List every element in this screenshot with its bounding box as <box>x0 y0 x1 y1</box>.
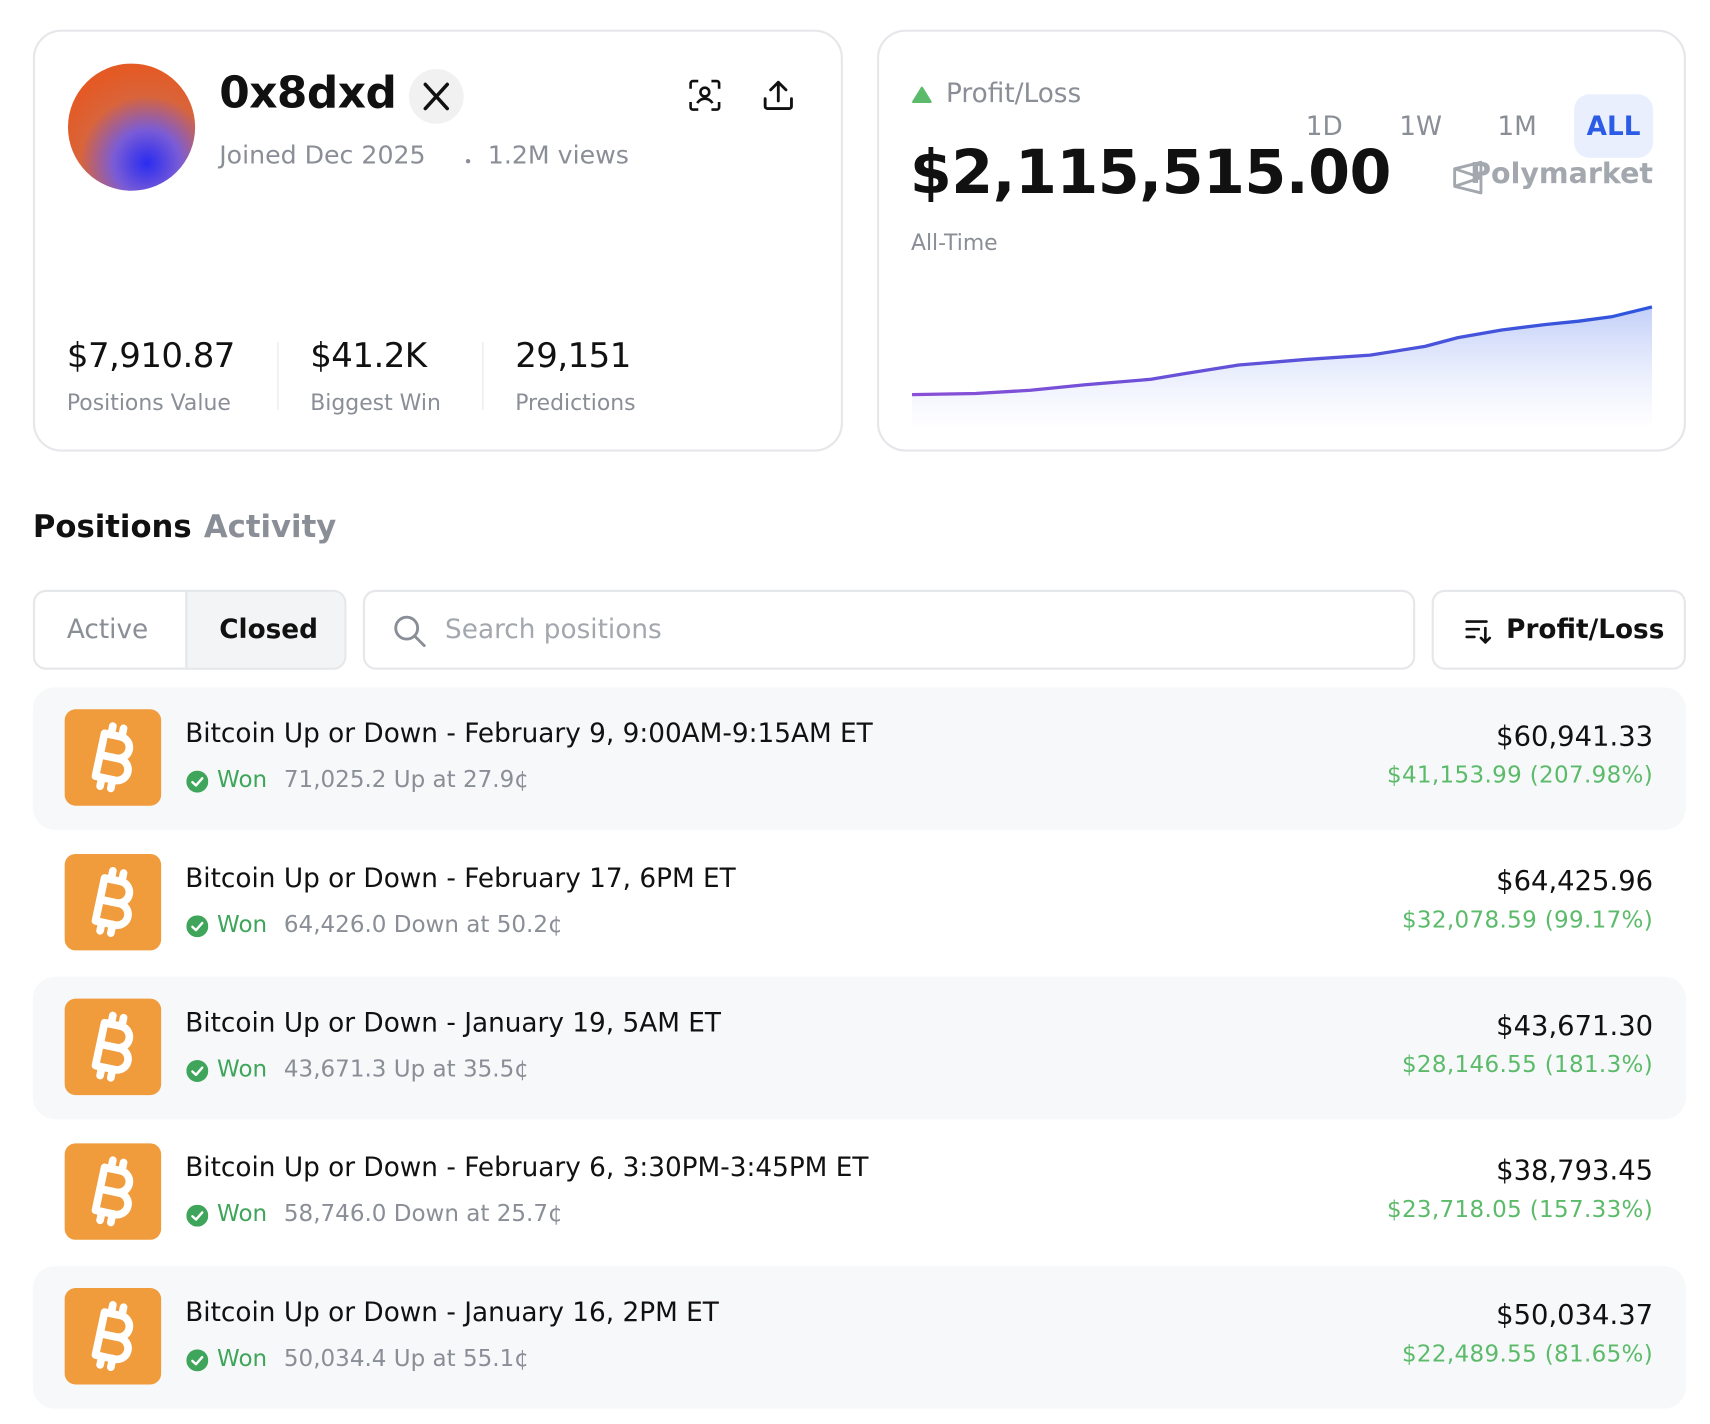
won-icon <box>186 1204 209 1227</box>
joined: Joined Dec 2025 <box>219 141 426 170</box>
tab[interactable]: Positions <box>32 508 192 545</box>
position-status: Won <box>217 1345 268 1372</box>
period-tab[interactable]: 1M <box>1497 110 1537 142</box>
position-row[interactable]: Bitcoin Up or Down - January 19, 5AM ET W… <box>32 976 1686 1120</box>
position-pnl: $22,489.55 (81.65%) <box>1401 1340 1654 1367</box>
position-pnl: $41,153.99 (207.98%) <box>1386 761 1654 789</box>
bitcoin-icon <box>64 1143 162 1240</box>
won-icon <box>186 1060 209 1082</box>
position-value: $50,034.37 <box>1496 1298 1654 1331</box>
won-icon <box>186 770 209 793</box>
pnl-sparkline <box>912 305 1653 431</box>
position-pnl: $32,078.59 (99.17%) <box>1401 906 1654 933</box>
won-icon <box>186 1349 209 1372</box>
position-status: Won <box>217 1200 268 1227</box>
pnl-card: Profit/Loss 1D 1W 1M ALL $2,115,515.00 Poly… <box>876 29 1686 452</box>
search-placeholder: Search positions <box>445 613 662 645</box>
filter[interactable]: Closed <box>219 613 318 645</box>
sort-button[interactable]: Profit/Loss <box>1431 589 1686 670</box>
position-title: Bitcoin Up or Down - January 16, 2PM ET <box>185 1296 719 1328</box>
position-detail: 43,671.3 Up at 35.5¢ <box>283 1055 529 1082</box>
position-value: $64,425.96 <box>1496 864 1654 897</box>
pnl-label: Profit/Loss <box>946 77 1082 109</box>
position-value: $38,793.45 <box>1496 1154 1654 1187</box>
up-triangle <box>912 86 932 104</box>
separator-dot <box>465 158 471 164</box>
search-icon <box>394 615 426 648</box>
won-icon <box>186 915 209 938</box>
position-value: $60,941.33 <box>1496 720 1654 752</box>
position-pnl: $23,718.05 (157.33%) <box>1386 1195 1654 1223</box>
bitcoin-icon <box>64 853 162 951</box>
position-status: Won <box>217 1055 268 1082</box>
bitcoin-icon <box>64 1288 162 1385</box>
bitcoin-icon <box>64 709 162 806</box>
profile-card: 0x8dxd Joined Dec 2025 1.2M views $7,910… <box>32 29 843 452</box>
bitcoin-icon <box>64 998 162 1096</box>
polymarket-logo <box>1453 160 1483 195</box>
position-value: $43,671.30 <box>1496 1009 1654 1042</box>
username: 0x8dxd <box>219 67 397 119</box>
position-pnl: $28,146.55 (181.3%) <box>1401 1051 1654 1078</box>
x-link[interactable] <box>408 68 465 125</box>
position-title: Bitcoin Up or Down - February 9, 9:00AM-… <box>185 718 873 749</box>
search-box[interactable]: Search positions <box>362 589 1416 670</box>
position-row[interactable]: Bitcoin Up or Down - February 9, 9:00AM-… <box>32 687 1686 830</box>
range-label: All-Time <box>910 229 998 256</box>
position-detail: 58,746.0 Down at 25.7¢ <box>283 1200 563 1227</box>
position-title: Bitcoin Up or Down - February 17, 6PM ET <box>185 862 736 894</box>
period-tab[interactable]: 1W <box>1399 110 1443 142</box>
period-tab[interactable]: 1D <box>1305 110 1343 142</box>
position-title: Bitcoin Up or Down - February 6, 3:30PM-… <box>185 1152 869 1183</box>
filter-selected-bg <box>185 591 345 668</box>
stat-label: Predictions <box>515 389 636 416</box>
stat-value: 29,151 <box>515 336 631 376</box>
divider <box>277 342 279 410</box>
avatar <box>67 63 196 191</box>
position-title: Bitcoin Up or Down - January 19, 5AM ET <box>185 1007 721 1039</box>
views: 1.2M views <box>487 141 629 170</box>
position-status: Won <box>217 766 268 793</box>
share-icon[interactable] <box>762 79 795 112</box>
filter[interactable]: Active <box>66 613 149 645</box>
position-row[interactable]: Bitcoin Up or Down - January 16, 2PM ET W… <box>32 1266 1686 1409</box>
position-row[interactable]: Bitcoin Up or Down - February 6, 3:30PM-… <box>33 1121 1686 1264</box>
position-row[interactable]: Bitcoin Up or Down - February 17, 6PM ET… <box>33 832 1686 975</box>
position-detail: 64,426.0 Down at 50.2¢ <box>283 910 563 938</box>
period-tab[interactable]: ALL <box>1574 94 1654 158</box>
position-status: Won <box>217 910 268 938</box>
stat-label: Biggest Win <box>310 389 441 416</box>
stat-label: Positions Value <box>66 389 231 416</box>
tab[interactable]: Activity <box>203 508 337 545</box>
stat-value: $7,910.87 <box>66 336 236 376</box>
sort-label: Profit/Loss <box>1506 613 1665 645</box>
filter-toggle: Active Closed <box>32 589 347 670</box>
pnl-amount: $2,115,515.00 <box>909 137 1392 208</box>
sort-icon <box>1465 620 1492 644</box>
scan-icon[interactable] <box>688 79 721 112</box>
stat-value: $41.2K <box>310 336 427 376</box>
position-detail: 50,034.4 Up at 55.1¢ <box>283 1345 529 1372</box>
divider <box>482 342 484 410</box>
position-detail: 71,025.2 Up at 27.9¢ <box>283 766 529 793</box>
brand: Polymarket <box>1470 157 1654 191</box>
